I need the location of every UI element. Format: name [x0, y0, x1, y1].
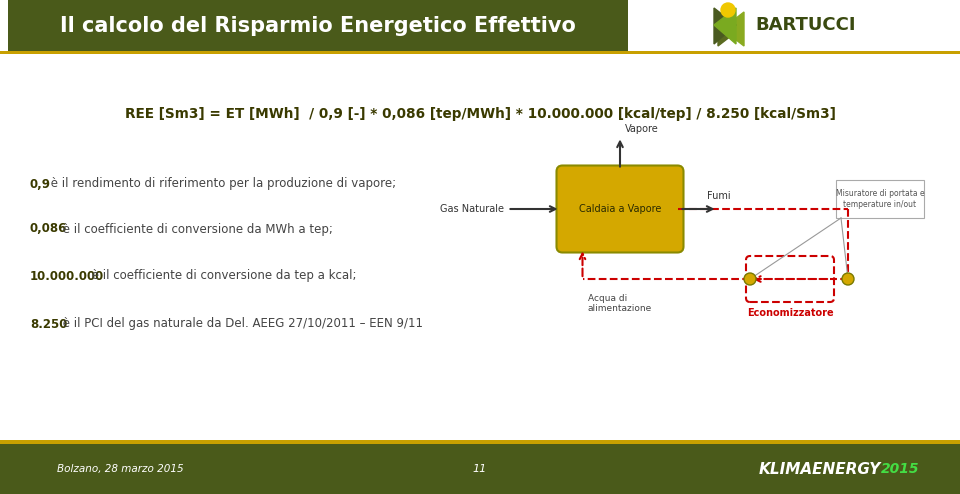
Bar [8, 0, 628, 52]
Bar [0, 440, 960, 444]
FancyBboxPatch shape [746, 256, 834, 302]
Polygon shape [718, 12, 740, 46]
Text: 8.250: 8.250 [30, 318, 67, 330]
Circle shape [721, 3, 735, 17]
Text: 11: 11 [473, 464, 487, 474]
Text: Bolzano, 28 marzo 2015: Bolzano, 28 marzo 2015 [57, 464, 183, 474]
Polygon shape [722, 12, 744, 46]
Text: Acqua di
alimentazione: Acqua di alimentazione [588, 294, 652, 313]
Circle shape [744, 273, 756, 285]
Text: BARTUCCI: BARTUCCI [755, 16, 855, 34]
Text: Vapore: Vapore [625, 124, 659, 134]
FancyBboxPatch shape [557, 165, 684, 252]
Circle shape [842, 273, 854, 285]
Text: REE [Sm3] = ET [MWh]  / 0,9 [-] * 0,086 [tep/MWh] * 10.000.000 [kcal/tep] / 8.25: REE [Sm3] = ET [MWh] / 0,9 [-] * 0,086 [… [125, 107, 835, 121]
Polygon shape [714, 8, 736, 44]
Text: Gas Naturale: Gas Naturale [441, 204, 505, 214]
Polygon shape [714, 8, 736, 44]
Text: Fumi: Fumi [708, 191, 732, 201]
Text: è il coefficiente di conversione da MWh a tep;: è il coefficiente di conversione da MWh … [59, 222, 333, 236]
Text: KLIMAENERGY: KLIMAENERGY [758, 461, 881, 477]
Bar [0, 51, 960, 54]
Text: Il calcolo del Risparmio Energetico Effettivo: Il calcolo del Risparmio Energetico Effe… [60, 16, 576, 36]
Text: 2015: 2015 [880, 462, 920, 476]
Text: è il PCI del gas naturale da Del. AEEG 27/10/2011 – EEN 9/11: è il PCI del gas naturale da Del. AEEG 2… [59, 318, 423, 330]
Text: 0,9: 0,9 [30, 177, 51, 191]
Text: 0,086: 0,086 [30, 222, 67, 236]
Bar [836, 180, 924, 218]
Text: è il coefficiente di conversione da tep a kcal;: è il coefficiente di conversione da tep … [88, 270, 356, 283]
Bar [0, 444, 960, 494]
Text: Economizzatore: Economizzatore [747, 308, 833, 318]
Text: Caldaia a Vapore: Caldaia a Vapore [579, 204, 661, 214]
Text: 10.000.000: 10.000.000 [30, 270, 105, 283]
Text: è il rendimento di riferimento per la produzione di vapore;: è il rendimento di riferimento per la pr… [47, 177, 396, 191]
Text: Misuratore di portata e
temperature in/out: Misuratore di portata e temperature in/o… [836, 189, 924, 208]
